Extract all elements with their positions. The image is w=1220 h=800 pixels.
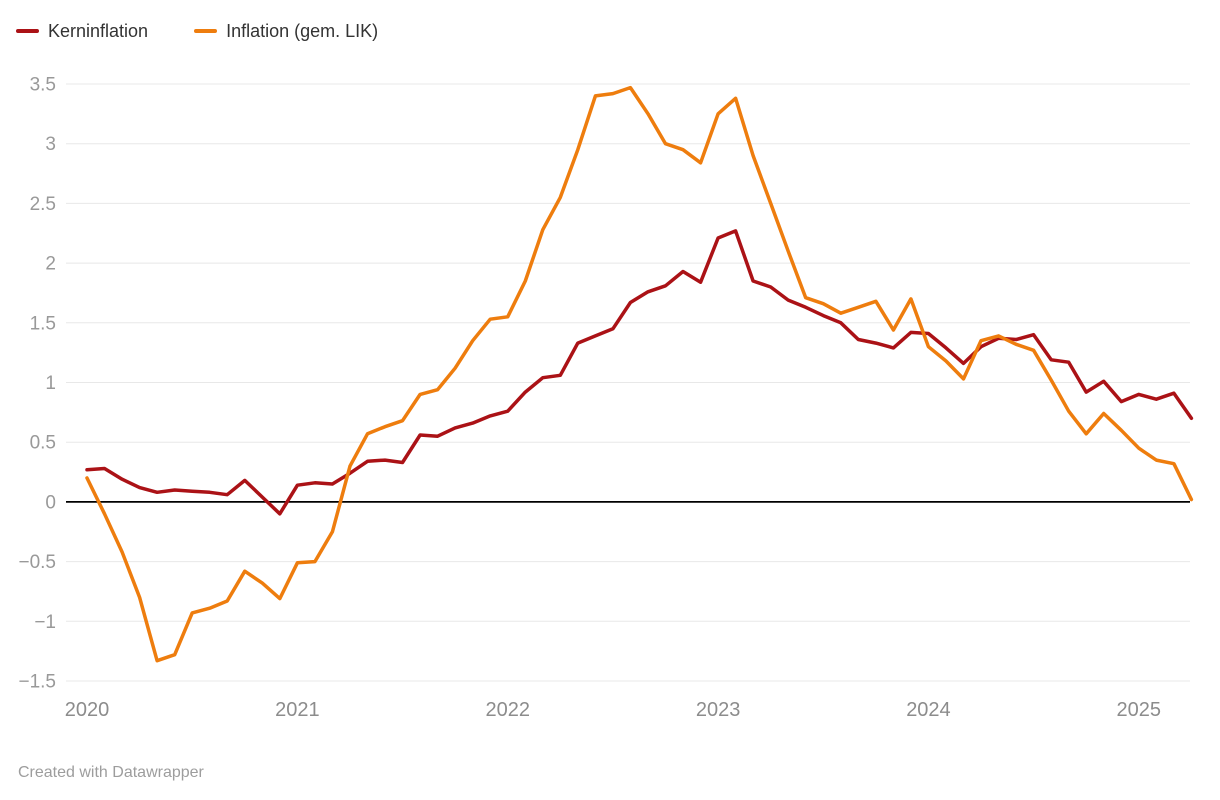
x-tick-label: 2022 <box>485 699 530 721</box>
x-tick-label: 2020 <box>65 699 110 721</box>
y-tick-label: 1.5 <box>30 313 56 334</box>
y-tick-label: 0.5 <box>30 433 56 454</box>
chart-legend: Kerninflation Inflation (gem. LIK) <box>16 18 424 44</box>
x-tick-label: 2023 <box>696 699 741 721</box>
legend-item-inflation-lik: Inflation (gem. LIK) <box>194 18 378 44</box>
y-tick-label: 2 <box>45 254 56 275</box>
y-tick-label: −1.5 <box>18 672 56 693</box>
y-tick-label: −1 <box>34 612 56 633</box>
legend-swatch-kerninflation <box>16 29 39 33</box>
x-tick-label: 2024 <box>906 699 951 721</box>
y-tick-label: 2.5 <box>30 194 56 215</box>
x-tick-label: 2025 <box>1117 699 1162 721</box>
series-line-inflation-lik <box>85 85 1194 663</box>
y-tick-label: 3.5 <box>30 75 56 96</box>
legend-label-kerninflation: Kerninflation <box>48 21 149 41</box>
series-line-kerninflation <box>85 229 1194 516</box>
x-tick-label: 2021 <box>275 699 320 721</box>
legend-swatch-inflation-lik <box>194 29 218 33</box>
y-tick-label: 0 <box>45 492 56 513</box>
legend-label-inflation-lik: Inflation (gem. LIK) <box>226 21 379 41</box>
attribution-text: Created with Datawrapper <box>18 764 204 781</box>
y-tick-label: −0.5 <box>18 552 56 573</box>
y-tick-label: 1 <box>45 373 56 394</box>
y-tick-label: 3 <box>45 134 56 155</box>
legend-item-kerninflation: Kerninflation <box>16 18 148 44</box>
